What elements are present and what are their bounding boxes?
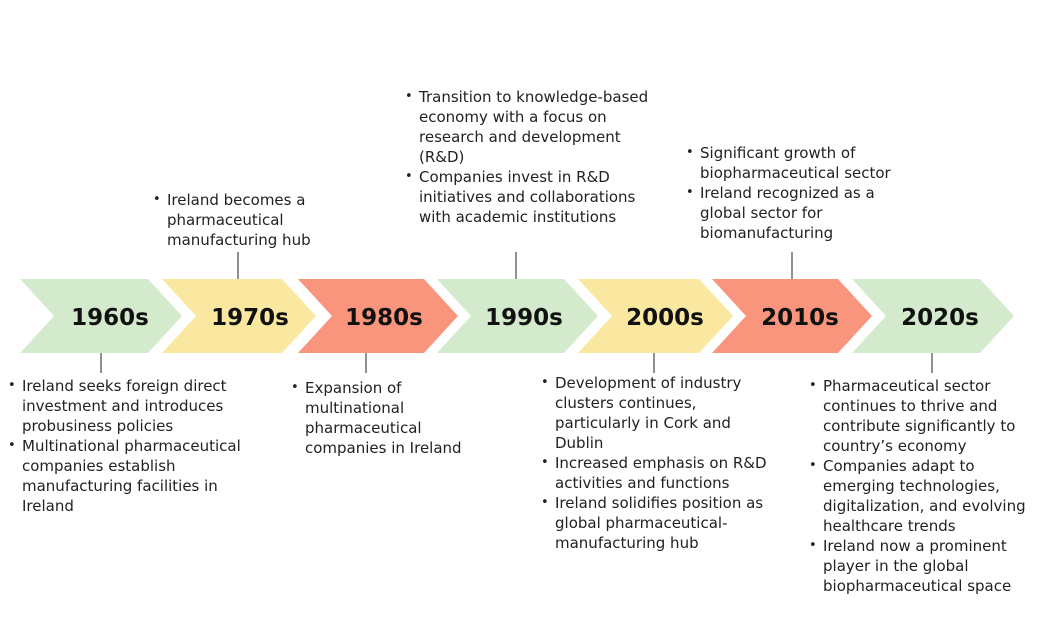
note-2020s-item-2: Companies adapt to emerging technologies… (809, 456, 1039, 536)
note-1960s: Ireland seeks foreign direct investment … (8, 376, 248, 516)
chevron-2020s (852, 279, 1014, 353)
decade-label-1990s: 1990s (485, 305, 563, 331)
chevron-2000s (578, 279, 733, 353)
note-2010s-item-2: Ireland recognized as a global sector fo… (686, 183, 911, 243)
chevron-1990s (437, 279, 598, 353)
note-1990s-item-1: Transition to knowledge-based economy wi… (405, 87, 650, 167)
chevron-1960s (20, 279, 182, 353)
chevron-1980s (298, 279, 458, 353)
note-2020s-item-1: Pharmaceutical sector continues to thriv… (809, 376, 1039, 456)
note-1970s-item-1: Ireland becomes a pharmaceutical manufac… (153, 190, 328, 250)
note-2020s-item-3: Ireland now a prominent player in the gl… (809, 536, 1039, 596)
note-1980s: Expansion of multinational pharmaceutica… (291, 378, 481, 458)
note-1970s: Ireland becomes a pharmaceutical manufac… (153, 190, 328, 250)
note-1990s-item-2: Companies invest in R&D initiatives and … (405, 167, 650, 227)
decade-label-2010s: 2010s (761, 305, 839, 331)
decade-label-2000s: 2000s (626, 305, 704, 331)
note-2000s-item-1: Development of industry clusters continu… (541, 373, 781, 453)
note-2010s-item-1: Significant growth of biopharmaceutical … (686, 143, 911, 183)
decade-label-group: 1960s 1970s 1980s 1990s 2000s 2010s 2020s (71, 305, 979, 331)
decade-label-2020s: 2020s (901, 305, 979, 331)
note-1980s-item-1: Expansion of multinational pharmaceutica… (291, 378, 481, 458)
chevron-2010s (712, 279, 872, 353)
note-2000s: Development of industry clusters continu… (541, 373, 781, 553)
chevron-group (20, 279, 1014, 353)
note-2020s: Pharmaceutical sector continues to thriv… (809, 376, 1039, 596)
connector-group (100, 252, 933, 373)
decade-label-1980s: 1980s (345, 305, 423, 331)
decade-label-1960s: 1960s (71, 305, 149, 331)
note-2000s-item-2: Increased emphasis on R&D activities and… (541, 453, 781, 493)
note-2010s: Significant growth of biopharmaceutical … (686, 143, 911, 243)
chevron-1970s (162, 279, 316, 353)
note-2000s-item-3: Ireland solidifies position as global ph… (541, 493, 781, 553)
decade-label-1970s: 1970s (211, 305, 289, 331)
note-1990s: Transition to knowledge-based economy wi… (405, 87, 650, 227)
note-1960s-item-2: Multinational pharmaceutical companies e… (8, 436, 248, 516)
note-1960s-item-1: Ireland seeks foreign direct investment … (8, 376, 248, 436)
